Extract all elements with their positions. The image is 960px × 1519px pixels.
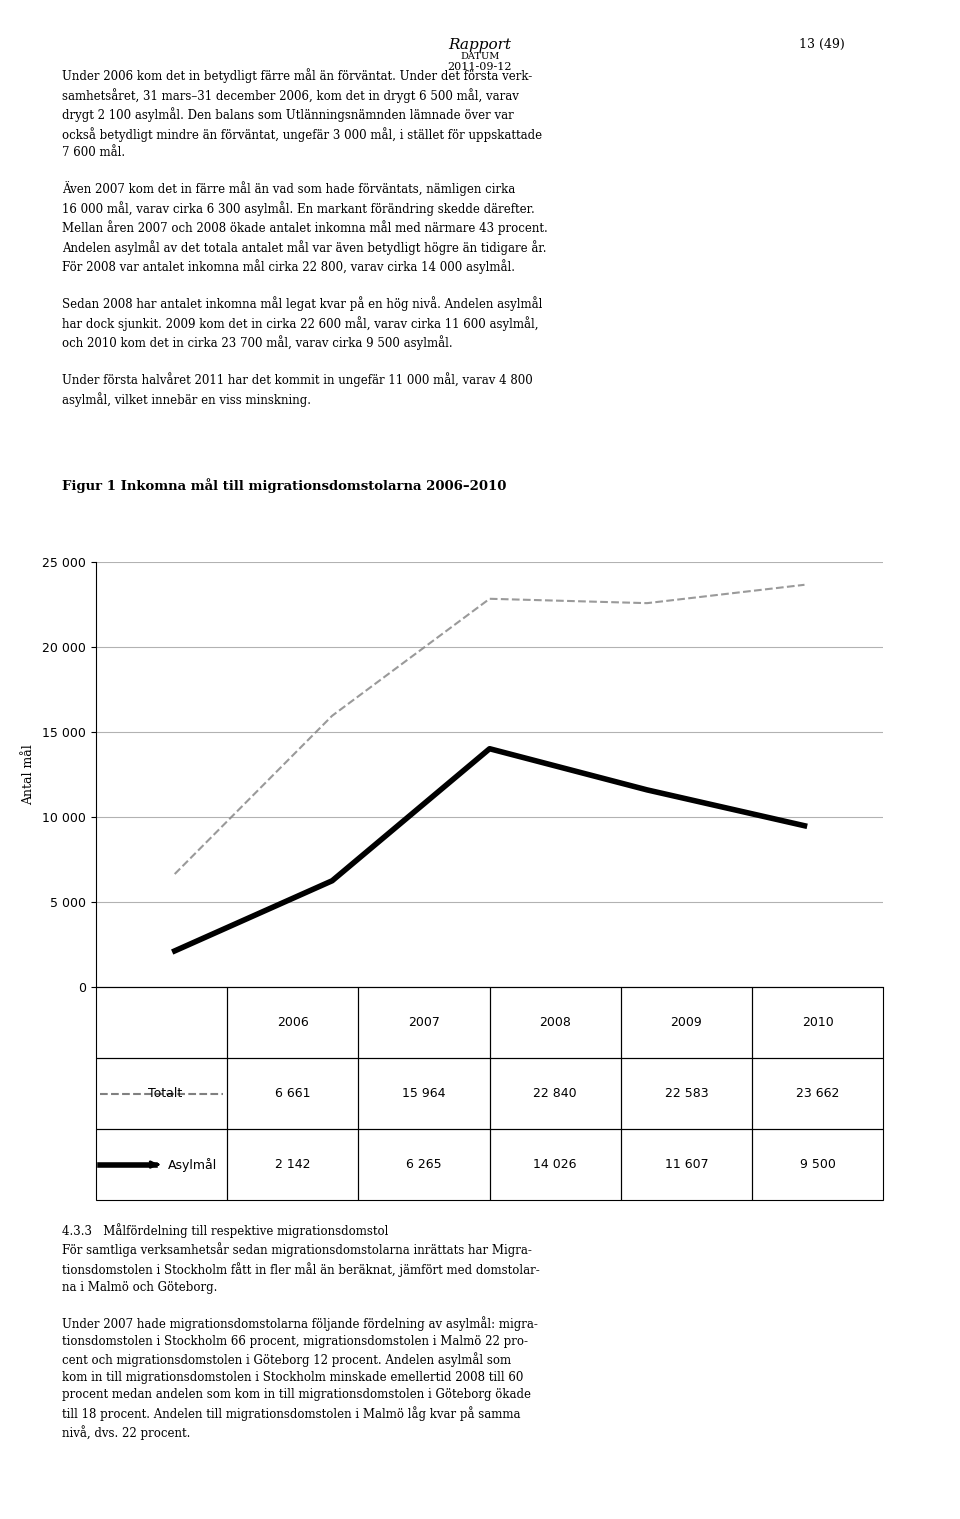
Text: 22 583: 22 583 xyxy=(664,1088,708,1100)
Text: 23 662: 23 662 xyxy=(796,1088,839,1100)
Y-axis label: Antal mål: Antal mål xyxy=(22,744,36,805)
Text: Totalt: Totalt xyxy=(140,1088,182,1100)
Text: 2 142: 2 142 xyxy=(276,1157,310,1171)
Text: 9 500: 9 500 xyxy=(800,1157,835,1171)
Text: 2010: 2010 xyxy=(802,1016,833,1030)
Text: 2007: 2007 xyxy=(408,1016,440,1030)
Text: 22 840: 22 840 xyxy=(534,1088,577,1100)
Text: 2006: 2006 xyxy=(276,1016,309,1030)
Text: 4.3.3   Målfördelning till respektive migrationsdomstol
För samtliga verksamhets: 4.3.3 Målfördelning till respektive migr… xyxy=(62,1223,540,1440)
Text: 14 026: 14 026 xyxy=(534,1157,577,1171)
Text: 2008: 2008 xyxy=(540,1016,571,1030)
Text: 15 964: 15 964 xyxy=(402,1088,445,1100)
Text: 13 (49): 13 (49) xyxy=(799,38,845,52)
Text: 11 607: 11 607 xyxy=(664,1157,708,1171)
Text: DATUM: DATUM xyxy=(460,52,500,61)
Text: 6 265: 6 265 xyxy=(406,1157,442,1171)
Text: 6 661: 6 661 xyxy=(276,1088,310,1100)
Text: Asylmål: Asylmål xyxy=(168,1157,217,1171)
Text: 2011-09-12: 2011-09-12 xyxy=(447,62,513,73)
Text: Under 2006 kom det in betydligt färre mål än förväntat. Under det första verk-
s: Under 2006 kom det in betydligt färre må… xyxy=(62,68,548,407)
Text: 2009: 2009 xyxy=(670,1016,703,1030)
Text: Rapport: Rapport xyxy=(448,38,512,52)
Text: Figur 1 Inkomna mål till migrationsdomstolarna 2006–2010: Figur 1 Inkomna mål till migrationsdomst… xyxy=(62,478,507,494)
